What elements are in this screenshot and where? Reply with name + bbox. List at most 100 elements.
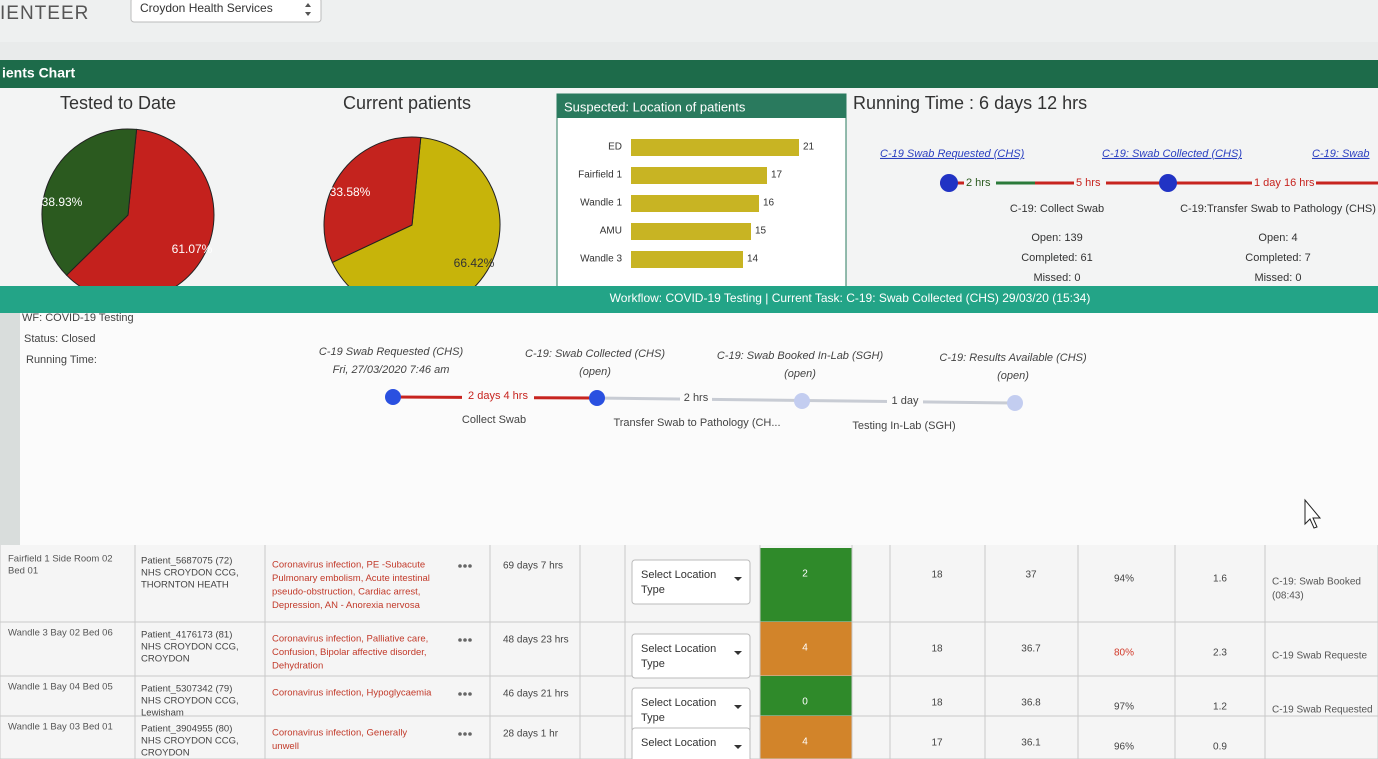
bar-value: 17 bbox=[771, 170, 783, 181]
location-type-text: Type bbox=[641, 658, 665, 670]
bar-category: Wandle 3 bbox=[580, 254, 622, 265]
cell-location: Wandle 1 Bay 04 Bed 05 bbox=[8, 682, 113, 693]
cell-patient: NHS CROYDON CCG, bbox=[141, 696, 239, 707]
more-icon[interactable] bbox=[463, 692, 467, 696]
bar-category: AMU bbox=[600, 226, 622, 237]
more-icon[interactable] bbox=[458, 692, 462, 696]
location-type-select[interactable] bbox=[631, 727, 751, 759]
pie-label: 61.07% bbox=[172, 242, 213, 256]
popup-step-sub: (open) bbox=[997, 370, 1029, 382]
pie-title: Current patients bbox=[343, 93, 471, 113]
cell-value: 17 bbox=[931, 738, 943, 749]
location-type-text: Type bbox=[641, 584, 665, 596]
popup-step: C-19: Swab Booked In-Lab (SGH) bbox=[717, 350, 884, 362]
cell-diagnosis: Confusion, Bipolar affective disorder, bbox=[272, 647, 427, 658]
duration: 5 hrs bbox=[1076, 177, 1101, 189]
more-icon[interactable] bbox=[468, 564, 472, 568]
cell-score: 0 bbox=[802, 697, 808, 708]
select-caret bbox=[734, 577, 742, 581]
more-icon[interactable] bbox=[468, 638, 472, 642]
more-icon[interactable] bbox=[463, 564, 467, 568]
location-select[interactable] bbox=[130, 0, 322, 23]
cell-value: 1.6 bbox=[1213, 574, 1227, 585]
section-title: ients Chart bbox=[2, 65, 75, 81]
score-cell bbox=[760, 716, 852, 759]
task-stat: Completed: 61 bbox=[1021, 252, 1093, 264]
step-dot bbox=[940, 174, 958, 192]
cell-location: Bed 01 bbox=[8, 566, 38, 577]
bar bbox=[631, 195, 759, 212]
cell-status: C-19 Swab Requeste bbox=[1272, 651, 1367, 662]
select-caret bbox=[734, 745, 742, 749]
cell-percent: 97% bbox=[1114, 702, 1134, 713]
mouse-cursor bbox=[1304, 498, 1322, 529]
cell-value: 36.7 bbox=[1021, 644, 1041, 655]
popup-task: Collect Swab bbox=[462, 414, 526, 426]
cell-patient: CROYDON bbox=[141, 654, 190, 665]
duration-bg bbox=[462, 389, 534, 403]
cell-diagnosis: Coronavirus infection, Palliative care, bbox=[272, 634, 428, 645]
popup-info: Status: Closed bbox=[24, 333, 96, 345]
cell-value: 18 bbox=[931, 644, 943, 655]
more-icon[interactable] bbox=[468, 732, 472, 736]
location-type-text: Select Location bbox=[641, 569, 716, 581]
cell-status: C-19: Swab Booked bbox=[1272, 577, 1361, 588]
popup-task: Transfer Swab to Pathology (CH... bbox=[613, 417, 780, 429]
more-icon[interactable] bbox=[463, 638, 467, 642]
popup-info: WF: COVID-19 Testing bbox=[22, 312, 134, 324]
cell-patient: Patient_3904955 (80) bbox=[141, 724, 232, 735]
cell-diagnosis: Coronavirus infection, PE -Subacute bbox=[272, 560, 425, 571]
pie-label: 38.93% bbox=[42, 195, 83, 209]
cell-diagnosis: Depression, AN - Anorexia nervosa bbox=[272, 600, 421, 611]
cell-value: 1.2 bbox=[1213, 702, 1227, 713]
more-icon[interactable] bbox=[458, 732, 462, 736]
location-type-select[interactable] bbox=[631, 559, 751, 605]
cell-duration: 69 days 7 hrs bbox=[503, 561, 563, 572]
cell-duration: 28 days 1 hr bbox=[503, 729, 559, 740]
cell-value: 36.8 bbox=[1021, 698, 1041, 709]
step-link: C-19 Swab Requested (CHS) bbox=[880, 148, 1025, 160]
cell-status: (08:43) bbox=[1272, 591, 1304, 602]
popup-dot bbox=[589, 390, 605, 406]
step-link: C-19: Swab bbox=[1312, 148, 1369, 160]
cell-patient: Patient_5687075 (72) bbox=[141, 556, 232, 567]
cell-percent: 96% bbox=[1114, 742, 1134, 753]
cell-patient: Lewisham bbox=[141, 708, 184, 719]
popup-step: C-19 Swab Requested (CHS) bbox=[319, 346, 464, 358]
pie-label: 33.58% bbox=[330, 185, 371, 199]
cell-score: 4 bbox=[802, 737, 808, 748]
more-icon[interactable] bbox=[463, 732, 467, 736]
location-type-select[interactable] bbox=[631, 633, 751, 679]
score-cell bbox=[760, 622, 852, 676]
cell-value: 18 bbox=[931, 570, 943, 581]
cell-value: 36.1 bbox=[1021, 738, 1041, 749]
cell-patient: CROYDON bbox=[141, 748, 190, 759]
popup-step: C-19: Results Available (CHS) bbox=[939, 352, 1087, 364]
cell-patient: NHS CROYDON CCG, bbox=[141, 642, 239, 653]
step-dot bbox=[1159, 174, 1177, 192]
cell-diagnosis: Dehydration bbox=[272, 661, 323, 672]
cell-value: 0.9 bbox=[1213, 742, 1227, 753]
more-icon[interactable] bbox=[458, 564, 462, 568]
bar-value: 21 bbox=[803, 142, 815, 153]
bar-value: 14 bbox=[747, 254, 759, 265]
more-icon[interactable] bbox=[458, 638, 462, 642]
cell-location: Wandle 3 Bay 02 Bed 06 bbox=[8, 628, 113, 639]
cell-location: Wandle 1 Bay 03 Bed 01 bbox=[8, 722, 113, 733]
popup-duration: 2 days 4 hrs bbox=[468, 390, 528, 402]
bar bbox=[631, 251, 743, 268]
duration-bg bbox=[680, 391, 712, 405]
popup bbox=[20, 313, 1378, 545]
cell-diagnosis: unwell bbox=[272, 741, 299, 752]
location-type-select[interactable] bbox=[631, 687, 751, 733]
location-type-text: Select Location bbox=[641, 697, 716, 709]
bar-value: 15 bbox=[755, 226, 767, 237]
cell-score: 4 bbox=[802, 643, 808, 654]
duration-bg bbox=[887, 394, 923, 408]
more-icon[interactable] bbox=[468, 692, 472, 696]
select-arrows bbox=[305, 3, 311, 16]
task-stat: Open: 139 bbox=[1031, 232, 1082, 244]
duration-bg bbox=[1252, 176, 1316, 190]
